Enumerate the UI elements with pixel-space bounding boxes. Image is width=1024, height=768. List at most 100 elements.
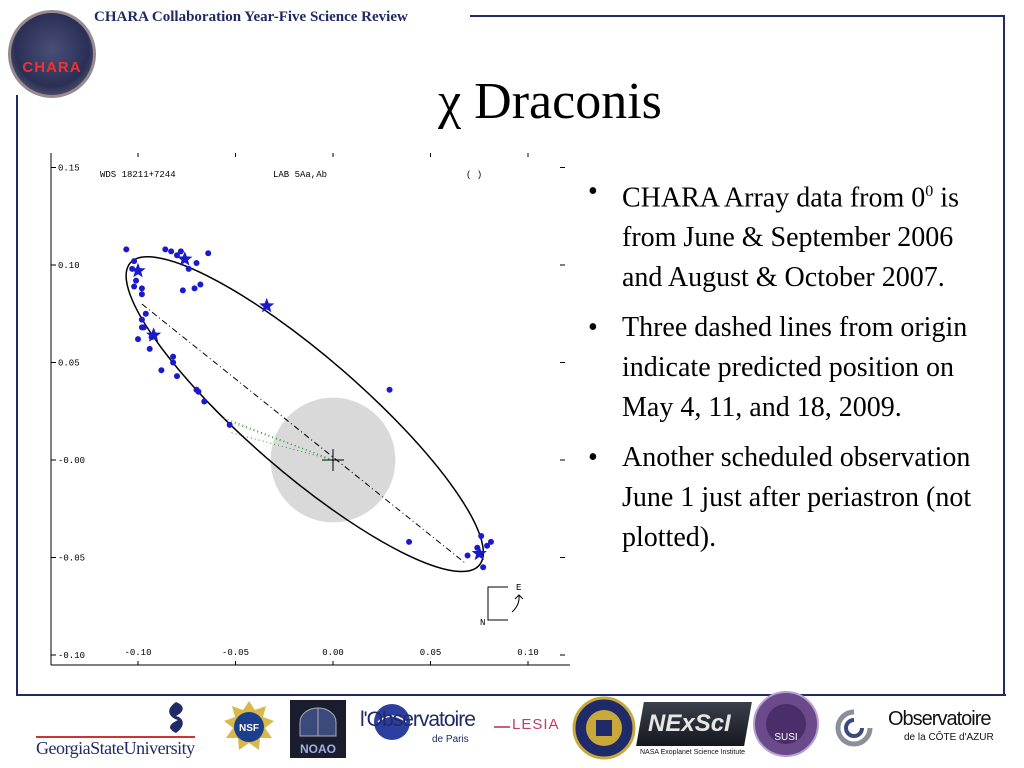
susi-logo-text: SUSI xyxy=(774,732,797,743)
observation-point xyxy=(170,353,177,360)
y-tick-label: 0.10 xyxy=(58,261,80,271)
header-title: CHARA Collaboration Year-Five Science Re… xyxy=(94,9,408,25)
star-marker xyxy=(259,297,275,313)
gsu-logo: GeorgiaStateUniversity xyxy=(36,700,216,766)
line-of-apsides xyxy=(141,303,466,564)
observation-point xyxy=(123,246,130,253)
observation-point xyxy=(205,250,212,257)
paris-globe-icon xyxy=(374,704,410,740)
observation-point xyxy=(177,248,184,255)
observation-point xyxy=(170,359,177,366)
y-tick-label: 0.15 xyxy=(58,164,80,174)
oca-logo: Observatoire de la CÔTE d'AZUR xyxy=(888,708,1008,752)
star-marker xyxy=(130,262,146,278)
gsu-logo-text: GeorgiaStateUniversity xyxy=(36,736,195,758)
bullet-list: CHARA Array data from 00 is from June & … xyxy=(578,172,988,568)
observation-point xyxy=(138,285,145,292)
observatoire-paris-logo: l'Observatoire de Paris xyxy=(360,700,490,750)
plot-header-left: WDS 18211+7244 xyxy=(100,170,176,180)
swirl-logo xyxy=(830,706,878,750)
y-tick-label: -0.05 xyxy=(58,554,85,564)
nexsci-logo: NExScI NASA Exoplanet Science Institute xyxy=(636,702,752,762)
observation-point xyxy=(142,310,149,317)
bullet-item: Another scheduled observation June 1 jus… xyxy=(578,438,988,558)
observation-point xyxy=(135,336,141,343)
susi-logo: SUSI xyxy=(752,690,820,758)
observation-point xyxy=(201,398,208,405)
nexsci-logo-text: NExScI xyxy=(648,710,731,737)
compass-rose: E N xyxy=(480,583,524,628)
bullet-text: CHARA Array data from 0 xyxy=(622,182,926,214)
star-marker xyxy=(146,327,162,342)
noao-logo-text: NOAO xyxy=(300,742,336,756)
observation-point xyxy=(138,291,145,298)
observation-point xyxy=(406,538,413,545)
x-tick-label: -0.10 xyxy=(124,648,151,658)
predicted-position-line xyxy=(231,432,334,461)
observation-point xyxy=(487,538,494,545)
frame-left-line xyxy=(16,95,18,695)
telescope-dome-icon xyxy=(299,707,337,737)
frame-top-line xyxy=(470,15,1004,17)
observation-point xyxy=(195,388,202,395)
observatoire-paris-text: l'Observatoire xyxy=(360,708,476,731)
observation-point xyxy=(162,246,169,253)
observation-point xyxy=(386,386,393,393)
plot-header-mid: LAB 5Aa,Ab xyxy=(273,170,327,180)
observation-point xyxy=(131,283,138,290)
bullet-text: Three dashed lines from origin indicate … xyxy=(622,312,968,424)
observation-point xyxy=(168,248,175,255)
observation-point xyxy=(138,324,145,331)
y-tick-label: -0.00 xyxy=(58,456,85,466)
observation-point xyxy=(191,285,198,292)
compass-north-label: N xyxy=(480,618,485,628)
nexsci-logo-subtext: NASA Exoplanet Science Institute xyxy=(640,749,746,756)
observation-point xyxy=(480,564,487,571)
nsf-logo-text: NSF xyxy=(239,723,259,734)
observation-point xyxy=(131,258,138,265)
observation-point xyxy=(484,542,491,549)
observation-point xyxy=(226,421,233,428)
nsf-globe-icon: NSF xyxy=(224,701,274,750)
bullet-item: Three dashed lines from origin indicate … xyxy=(578,308,988,428)
susi-seal-icon: SUSI xyxy=(753,691,819,757)
oca-logo-subtext: de la CÔTE d'AZUR xyxy=(904,732,994,743)
plot-header-right: ( ) xyxy=(466,170,482,180)
star-marker xyxy=(471,545,487,561)
observation-point xyxy=(185,265,192,272)
bullet-text: is from June & September 2006 and August… xyxy=(622,182,959,294)
observation-point xyxy=(478,533,485,540)
orbit-ellipse xyxy=(125,256,485,573)
y-tick-label: -0.10 xyxy=(58,651,85,661)
bullet-item: CHARA Array data from 00 is from June & … xyxy=(578,172,988,298)
observation-point xyxy=(138,316,145,323)
observation-point xyxy=(197,281,204,288)
chara-logo-text: CHARA xyxy=(22,59,82,76)
gsu-flame-icon xyxy=(169,702,183,733)
frame-right-line xyxy=(1003,15,1005,695)
x-tick-label: 0.05 xyxy=(420,648,442,658)
noao-logo: NOAO xyxy=(290,700,346,758)
observatoire-paris-subtext: de Paris xyxy=(432,734,469,745)
observation-point xyxy=(146,345,153,352)
bullet-superscript: 0 xyxy=(925,183,934,200)
observation-point xyxy=(174,373,180,380)
predicted-position-line xyxy=(227,420,334,461)
x-tick-label: 0.10 xyxy=(517,648,539,658)
compass-east-label: E xyxy=(516,583,521,593)
university-seal-icon xyxy=(572,696,636,760)
chara-logo: CHARA xyxy=(8,10,96,98)
orbit-plot: -0.10 -0.05 0.00 0.05 0.10 0.15 0.10 0.05 -0.00 -… xyxy=(50,153,570,666)
observation-point xyxy=(464,552,471,559)
y-tick-label: 0.05 xyxy=(58,359,80,369)
slide-title: χ Draconis xyxy=(438,73,662,130)
lesia-divider xyxy=(494,726,510,728)
lesia-logo-text: LESIA xyxy=(512,716,560,733)
observation-point xyxy=(158,367,165,374)
x-tick-label: 0.00 xyxy=(322,648,344,658)
x-tick-label: -0.05 xyxy=(222,648,249,658)
star-marker xyxy=(177,251,193,266)
university-michigan-seal xyxy=(572,696,636,760)
spiral-icon xyxy=(835,709,873,747)
nsf-logo: NSF xyxy=(222,700,276,754)
